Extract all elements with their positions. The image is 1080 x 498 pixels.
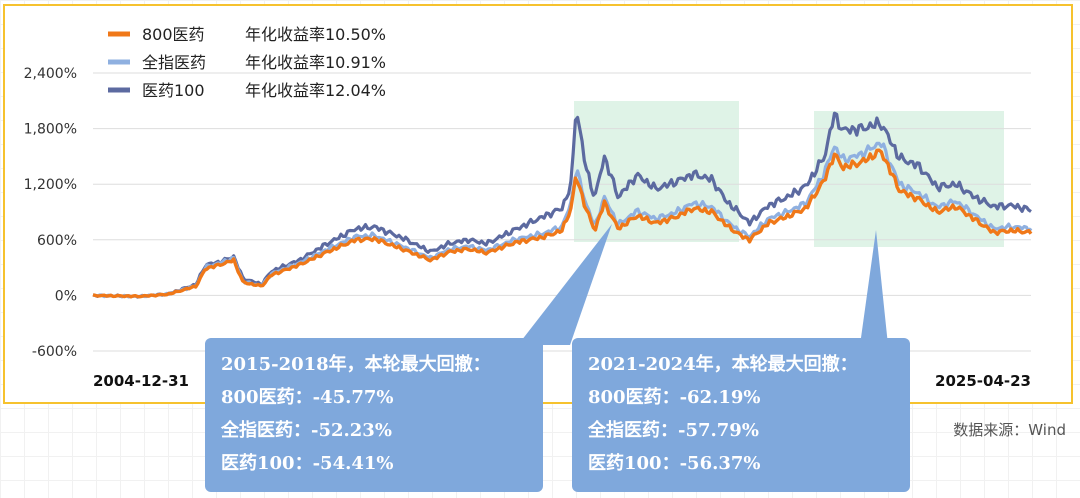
x-tick-label: 2025-04-23 bbox=[935, 372, 1031, 390]
y-tick-label: 600% bbox=[37, 233, 77, 249]
callout-2021-2024: 2021-2024年，本轮最大回撤： 800医药：-62.19% 全指医药：-5… bbox=[572, 338, 910, 492]
callout-line: 全指医药：-57.79% bbox=[588, 420, 759, 441]
legend-series-name: 800医药 bbox=[142, 25, 205, 44]
shaded-period-2021-2024 bbox=[814, 111, 1004, 247]
callout-line: 800医药：-62.19% bbox=[588, 387, 761, 408]
y-tick-label: 2,400% bbox=[24, 66, 77, 82]
y-tick-label: 1,200% bbox=[24, 177, 77, 193]
legend-annual-return: 年化收益率10.50% bbox=[245, 25, 386, 44]
data-source: 数据来源：Wind bbox=[953, 421, 1066, 439]
callout-line: 800医药：-45.77% bbox=[221, 387, 394, 408]
callout-title: 2021-2024年，本轮最大回撤： bbox=[588, 354, 858, 375]
callout-line: 医药100：-56.37% bbox=[588, 453, 761, 474]
legend-annual-return: 年化收益率12.04% bbox=[245, 81, 386, 100]
legend-series-name: 全指医药 bbox=[142, 53, 206, 72]
line-chart: 2,400% 1,800% 1,200% 600% 0% -600% 2004-12-31 2… bbox=[24, 25, 1033, 390]
y-tick-label: 0% bbox=[55, 288, 77, 304]
y-tick-label: 1,800% bbox=[24, 122, 77, 138]
x-tick-label: 2004-12-31 bbox=[93, 372, 189, 390]
legend-annual-return: 年化收益率10.91% bbox=[245, 53, 386, 72]
callout-2015-2018: 2015-2018年，本轮最大回撤： 800医药：-45.77% 全指医药：-5… bbox=[205, 338, 543, 492]
callout-line: 全指医药：-52.23% bbox=[221, 420, 392, 441]
callout-title: 2015-2018年，本轮最大回撤： bbox=[221, 354, 491, 375]
y-tick-label: -600% bbox=[32, 344, 77, 360]
callout-line: 医药100：-54.41% bbox=[221, 453, 394, 474]
legend-series-name: 医药100 bbox=[142, 81, 205, 100]
